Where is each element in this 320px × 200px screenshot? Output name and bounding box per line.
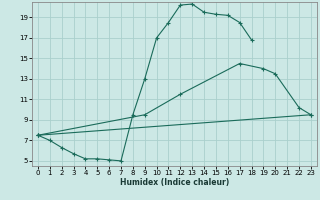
X-axis label: Humidex (Indice chaleur): Humidex (Indice chaleur) (120, 178, 229, 187)
